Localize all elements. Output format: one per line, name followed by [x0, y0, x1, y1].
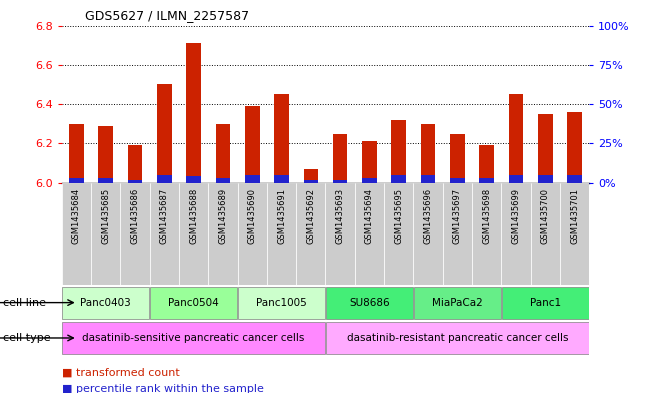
Text: GSM1435687: GSM1435687 — [160, 188, 169, 244]
Bar — [186, 176, 201, 183]
Bar — [502, 287, 589, 318]
Text: GSM1435691: GSM1435691 — [277, 188, 286, 244]
Text: GSM1435700: GSM1435700 — [541, 188, 549, 244]
Bar — [98, 126, 113, 183]
Bar — [303, 169, 318, 183]
Bar — [531, 183, 560, 285]
Text: GSM1435701: GSM1435701 — [570, 188, 579, 244]
Bar — [245, 106, 260, 183]
Text: GSM1435693: GSM1435693 — [336, 188, 344, 244]
Text: cell line: cell line — [3, 298, 46, 308]
Text: dasatinib-resistant pancreatic cancer cells: dasatinib-resistant pancreatic cancer ce… — [346, 333, 568, 343]
Bar — [479, 145, 494, 183]
Bar — [508, 94, 523, 183]
Bar — [186, 43, 201, 183]
Text: GSM1435699: GSM1435699 — [512, 188, 520, 244]
Bar — [355, 183, 384, 285]
Bar — [245, 175, 260, 183]
Text: GSM1435695: GSM1435695 — [395, 188, 403, 244]
Bar — [450, 178, 465, 183]
Bar — [274, 175, 289, 183]
Bar — [333, 180, 348, 183]
Bar — [326, 322, 589, 354]
Text: GSM1435689: GSM1435689 — [219, 188, 227, 244]
Text: Panc1: Panc1 — [530, 298, 561, 308]
Bar — [150, 183, 179, 285]
Bar — [179, 183, 208, 285]
Bar — [62, 287, 149, 318]
Bar — [333, 134, 348, 183]
Bar — [362, 178, 377, 183]
Bar — [69, 124, 84, 183]
Text: GSM1435694: GSM1435694 — [365, 188, 374, 244]
Bar — [120, 183, 150, 285]
Bar — [208, 183, 238, 285]
Bar — [567, 112, 582, 183]
Text: GSM1435698: GSM1435698 — [482, 188, 491, 244]
Bar — [391, 120, 406, 183]
Text: GSM1435696: GSM1435696 — [424, 188, 432, 244]
Bar — [91, 183, 120, 285]
Bar — [128, 180, 143, 183]
Bar — [501, 183, 531, 285]
Text: Panc0504: Panc0504 — [169, 298, 219, 308]
Bar — [421, 175, 436, 183]
Bar — [62, 322, 325, 354]
Text: ■ transformed count: ■ transformed count — [62, 367, 180, 378]
Bar — [62, 183, 91, 285]
Bar — [567, 175, 582, 183]
Bar — [274, 94, 289, 183]
Text: ■ percentile rank within the sample: ■ percentile rank within the sample — [62, 384, 264, 393]
Bar — [326, 287, 413, 318]
Bar — [443, 183, 472, 285]
Bar — [98, 178, 113, 183]
Bar — [69, 178, 84, 183]
Bar — [450, 134, 465, 183]
Bar — [303, 180, 318, 183]
Text: dasatinib-sensitive pancreatic cancer cells: dasatinib-sensitive pancreatic cancer ce… — [83, 333, 305, 343]
Bar — [479, 178, 494, 183]
Text: Panc0403: Panc0403 — [81, 298, 131, 308]
Bar — [508, 175, 523, 183]
Bar — [326, 183, 355, 285]
Bar — [384, 183, 413, 285]
Text: GSM1435690: GSM1435690 — [248, 188, 256, 244]
Text: cell type: cell type — [3, 333, 51, 343]
Bar — [215, 178, 230, 183]
Text: GSM1435697: GSM1435697 — [453, 188, 462, 244]
Bar — [267, 183, 296, 285]
Bar — [150, 287, 237, 318]
Bar — [296, 183, 326, 285]
Bar — [413, 183, 443, 285]
Text: GSM1435692: GSM1435692 — [307, 188, 315, 244]
Bar — [538, 175, 553, 183]
Bar — [560, 183, 589, 285]
Bar — [238, 287, 325, 318]
Text: Panc1005: Panc1005 — [256, 298, 307, 308]
Bar — [414, 287, 501, 318]
Bar — [215, 124, 230, 183]
Bar — [391, 175, 406, 183]
Bar — [472, 183, 501, 285]
Bar — [421, 124, 436, 183]
Bar — [362, 141, 377, 183]
Bar — [157, 84, 172, 183]
Bar — [238, 183, 267, 285]
Text: GSM1435685: GSM1435685 — [102, 188, 110, 244]
Bar — [128, 145, 143, 183]
Text: MiaPaCa2: MiaPaCa2 — [432, 298, 482, 308]
Text: GSM1435686: GSM1435686 — [131, 188, 139, 244]
Bar — [538, 114, 553, 183]
Text: GDS5627 / ILMN_2257587: GDS5627 / ILMN_2257587 — [85, 9, 249, 22]
Bar — [157, 175, 172, 183]
Text: SU8686: SU8686 — [349, 298, 390, 308]
Text: GSM1435688: GSM1435688 — [189, 188, 198, 244]
Text: GSM1435684: GSM1435684 — [72, 188, 81, 244]
